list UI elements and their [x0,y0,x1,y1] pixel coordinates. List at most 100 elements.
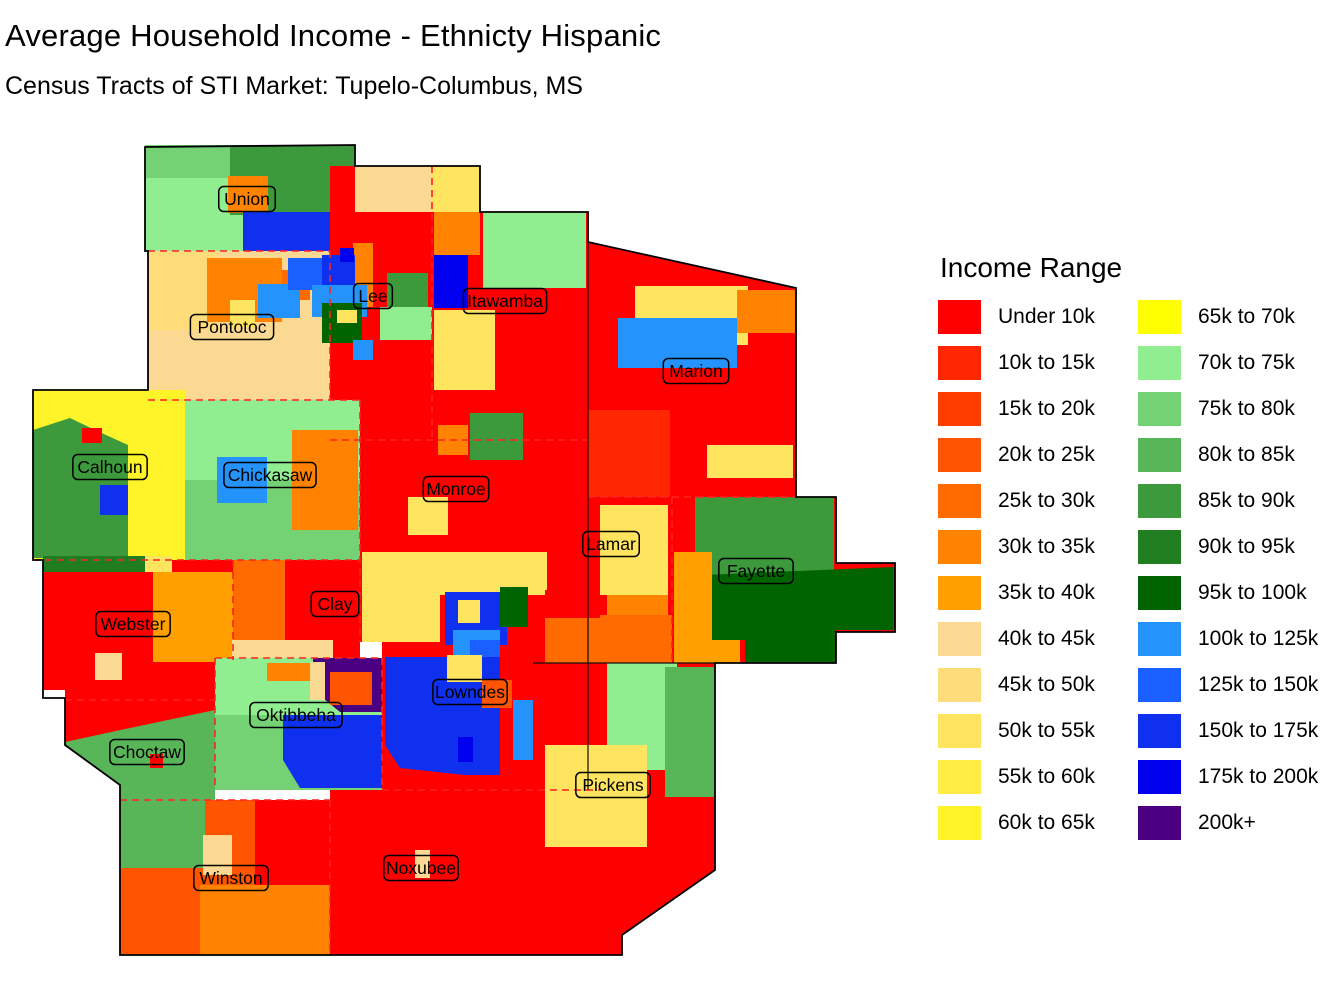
legend-title: Income Range [940,252,1123,283]
census-tract [100,485,128,515]
legend-label: 15k to 20k [998,397,1095,420]
legend-swatch [938,392,981,426]
county-pontotoc [148,251,330,400]
census-tract [82,428,102,443]
county-label-lee: Lee [352,282,394,310]
legend-swatch [1138,530,1181,564]
census-tract [500,587,528,627]
county-label-text: Calhoun [77,457,142,477]
legend-entry: 75k to 80k [1138,392,1338,426]
legend-entry: 125k to 150k [1138,668,1338,702]
census-tract [434,310,495,390]
county-label-text: Clay [317,594,352,614]
legend-entry: 50k to 55k [938,714,1138,748]
legend-label: 95k to 100k [1198,581,1307,604]
county-chickasaw [185,400,360,560]
county-label-text: Fayette [727,561,785,581]
census-tract [600,505,668,595]
census-tract [545,745,647,847]
legend-entry: 15k to 20k [938,392,1138,426]
census-tract [288,258,322,290]
legend-label: Under 10k [998,305,1095,328]
census-tract [458,737,473,762]
census-tract [387,273,428,312]
county-label-marion: Marion [662,357,730,385]
census-tract [200,885,330,955]
legend-entry: Under 10k [938,300,1138,334]
legend-label: 60k to 65k [998,811,1095,834]
county-monroe [360,400,588,663]
census-tract [408,497,448,535]
legend-label: 25k to 30k [998,489,1095,512]
county-label-box [310,590,360,618]
legend-swatch [938,668,981,702]
census-tract [95,653,122,680]
county-label-pickens: Pickens [575,771,651,799]
census-tract [255,800,330,885]
legend-swatch [938,576,981,610]
county-label-box [223,461,317,489]
county-label-box [575,771,651,799]
census-tract [447,655,482,682]
county-label-text: Lamar [586,534,636,554]
legend-swatch [938,806,981,840]
census-tract [415,850,430,878]
census-tract [434,255,468,308]
county-label-box [422,475,490,503]
census-tract [330,166,432,440]
county-label-webster: Webster [95,610,171,638]
county-label-pontotoc: Pontotoc [189,313,275,341]
census-tract [310,662,325,700]
county-choctaw [65,700,215,868]
legend-label: 45k to 50k [998,673,1095,696]
legend-label: 75k to 80k [1198,397,1295,420]
legend-entry: 35k to 40k [938,576,1138,610]
census-tract [283,715,382,788]
county-label-text: Noxubee [386,858,456,878]
legend-label: 70k to 75k [1198,351,1295,374]
census-tract [340,248,354,262]
legend-column-2: 65k to 70k 70k to 75k 75k to 80k 80k to 85k… [1138,300,1338,852]
census-tract [674,552,740,663]
legend-swatch [938,484,981,518]
census-tract [230,300,255,327]
census-tract [243,212,345,256]
county-label-box [218,185,276,213]
county-webster [43,556,233,700]
legend-entry: 80k to 85k [1138,438,1338,472]
legend-entry: 55k to 60k [938,760,1138,794]
county-lamar [588,497,672,663]
legend-label: 175k to 200k [1198,765,1319,788]
county-label-choctaw: Choctaw [109,738,185,766]
legend-columns: Under 10k 10k to 15k 15k to 20k 20k to 25k 2… [938,300,1338,852]
census-tract [337,310,357,323]
census-tract [470,413,523,460]
legend-label: 10k to 15k [998,351,1095,374]
county-union [145,145,355,256]
chart-subtitle: Census Tracts of STI Market: Tupelo-Colu… [5,72,583,100]
legend-swatch [1138,806,1181,840]
census-tract [588,410,670,497]
legend-label: 100k to 125k [1198,627,1319,650]
legend-swatch [1138,622,1181,656]
legend-swatch [938,300,981,334]
census-tract [232,640,333,660]
legend-swatch [938,622,981,656]
county-lowndes [382,587,600,790]
county-label-box [718,557,794,585]
county-label-lamar: Lamar [582,530,640,558]
county-label-box [193,864,269,892]
legend-entry: 85k to 90k [1138,484,1338,518]
census-tract [618,318,737,368]
county-label-oktibbeha: Oktibbeha [249,701,343,729]
county-label-box [189,313,275,341]
legend-entry: 10k to 15k [938,346,1138,380]
county-label-box [662,357,730,385]
county-fayette [672,497,895,663]
legend-label: 35k to 40k [998,581,1095,604]
county-label-box [352,282,394,310]
county-label-box [95,610,171,638]
census-tract [355,166,432,212]
legend-label: 90k to 95k [1198,535,1295,558]
